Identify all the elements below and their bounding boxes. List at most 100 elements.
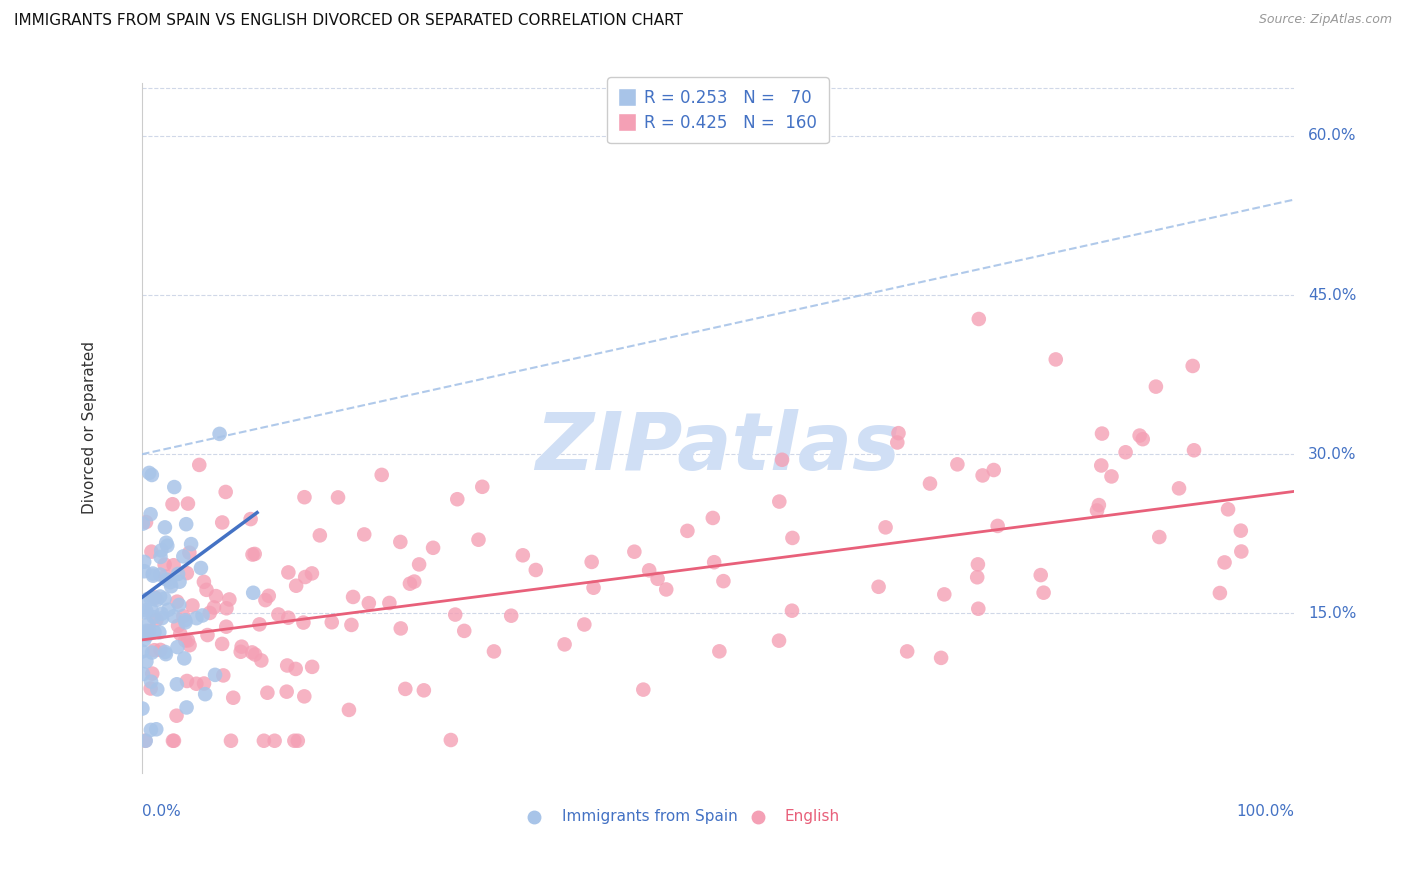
English xyxy=(211,637,233,651)
English xyxy=(1144,379,1167,393)
Immigrants from Spain xyxy=(194,687,217,701)
Immigrants from Spain xyxy=(142,610,165,624)
English xyxy=(703,555,725,569)
English xyxy=(249,617,271,632)
English xyxy=(177,633,200,648)
English xyxy=(205,589,228,603)
English xyxy=(340,618,363,632)
English xyxy=(257,589,280,603)
English xyxy=(143,643,166,657)
Text: 100.0%: 100.0% xyxy=(1236,804,1295,819)
English xyxy=(422,541,444,555)
English xyxy=(501,608,523,623)
English xyxy=(301,566,323,581)
English xyxy=(141,544,163,558)
English xyxy=(768,494,790,508)
English xyxy=(215,601,238,615)
Immigrants from Spain xyxy=(141,603,163,617)
Immigrants from Spain xyxy=(173,651,195,665)
English xyxy=(188,458,211,472)
Immigrants from Spain xyxy=(163,480,186,494)
English xyxy=(186,677,208,691)
English xyxy=(1230,544,1253,558)
English xyxy=(1182,443,1205,458)
Immigrants from Spain xyxy=(186,611,208,625)
English xyxy=(886,435,908,450)
Immigrants from Spain xyxy=(153,520,176,534)
English xyxy=(1029,568,1052,582)
English xyxy=(162,497,184,511)
Immigrants from Spain xyxy=(160,579,183,593)
Immigrants from Spain xyxy=(156,539,179,553)
English xyxy=(254,593,277,607)
English xyxy=(574,617,596,632)
Immigrants from Spain xyxy=(180,537,202,551)
Text: 0.0%: 0.0% xyxy=(142,804,180,819)
English xyxy=(326,491,349,505)
English xyxy=(342,590,364,604)
English xyxy=(337,703,360,717)
English xyxy=(277,566,299,580)
Immigrants from Spain xyxy=(139,723,162,737)
English xyxy=(215,485,238,500)
English xyxy=(1045,352,1067,367)
English xyxy=(198,606,221,620)
Immigrants from Spain xyxy=(172,549,194,564)
English xyxy=(1085,503,1108,517)
English xyxy=(172,609,194,624)
English xyxy=(1115,445,1137,459)
English xyxy=(868,580,890,594)
English xyxy=(197,628,219,642)
English xyxy=(782,531,804,545)
Immigrants from Spain xyxy=(204,668,226,682)
English xyxy=(292,690,315,704)
English xyxy=(623,544,645,558)
English xyxy=(153,558,176,572)
Immigrants from Spain xyxy=(150,543,173,558)
English xyxy=(267,607,290,622)
Immigrants from Spain xyxy=(135,733,157,747)
English xyxy=(713,574,735,588)
English xyxy=(1230,524,1253,538)
Text: IMMIGRANTS FROM SPAIN VS ENGLISH DIVORCED OR SEPARATED CORRELATION CHART: IMMIGRANTS FROM SPAIN VS ENGLISH DIVORCE… xyxy=(14,13,683,29)
Immigrants from Spain xyxy=(150,611,173,625)
Immigrants from Spain xyxy=(153,591,176,606)
English xyxy=(934,587,956,601)
Text: Divorced or Separated: Divorced or Separated xyxy=(83,342,97,514)
English xyxy=(149,643,172,657)
English xyxy=(512,549,534,563)
English xyxy=(408,558,430,572)
English xyxy=(1088,498,1111,512)
English xyxy=(176,673,198,688)
English xyxy=(709,644,731,658)
English xyxy=(155,569,177,583)
Immigrants from Spain xyxy=(190,561,212,575)
Immigrants from Spain xyxy=(135,603,157,617)
English xyxy=(887,426,910,441)
English xyxy=(440,733,463,747)
English xyxy=(301,660,323,674)
English xyxy=(1149,530,1171,544)
English xyxy=(263,733,285,747)
English xyxy=(482,644,505,658)
Text: 45.0%: 45.0% xyxy=(1308,287,1357,302)
Immigrants from Spain xyxy=(135,624,157,638)
English xyxy=(163,733,186,747)
English xyxy=(768,633,790,648)
English xyxy=(875,520,897,534)
Immigrants from Spain xyxy=(157,603,180,617)
English xyxy=(231,640,253,654)
Immigrants from Spain xyxy=(131,701,153,715)
Immigrants from Spain xyxy=(143,591,166,606)
English xyxy=(211,516,233,530)
English xyxy=(243,547,266,561)
English xyxy=(1090,458,1112,473)
Immigrants from Spain xyxy=(149,567,172,582)
English xyxy=(370,467,392,482)
Immigrants from Spain xyxy=(148,625,170,640)
English xyxy=(321,615,343,630)
Immigrants from Spain xyxy=(132,667,155,681)
English xyxy=(285,579,308,593)
Immigrants from Spain xyxy=(150,607,173,621)
Immigrants from Spain xyxy=(167,598,190,612)
